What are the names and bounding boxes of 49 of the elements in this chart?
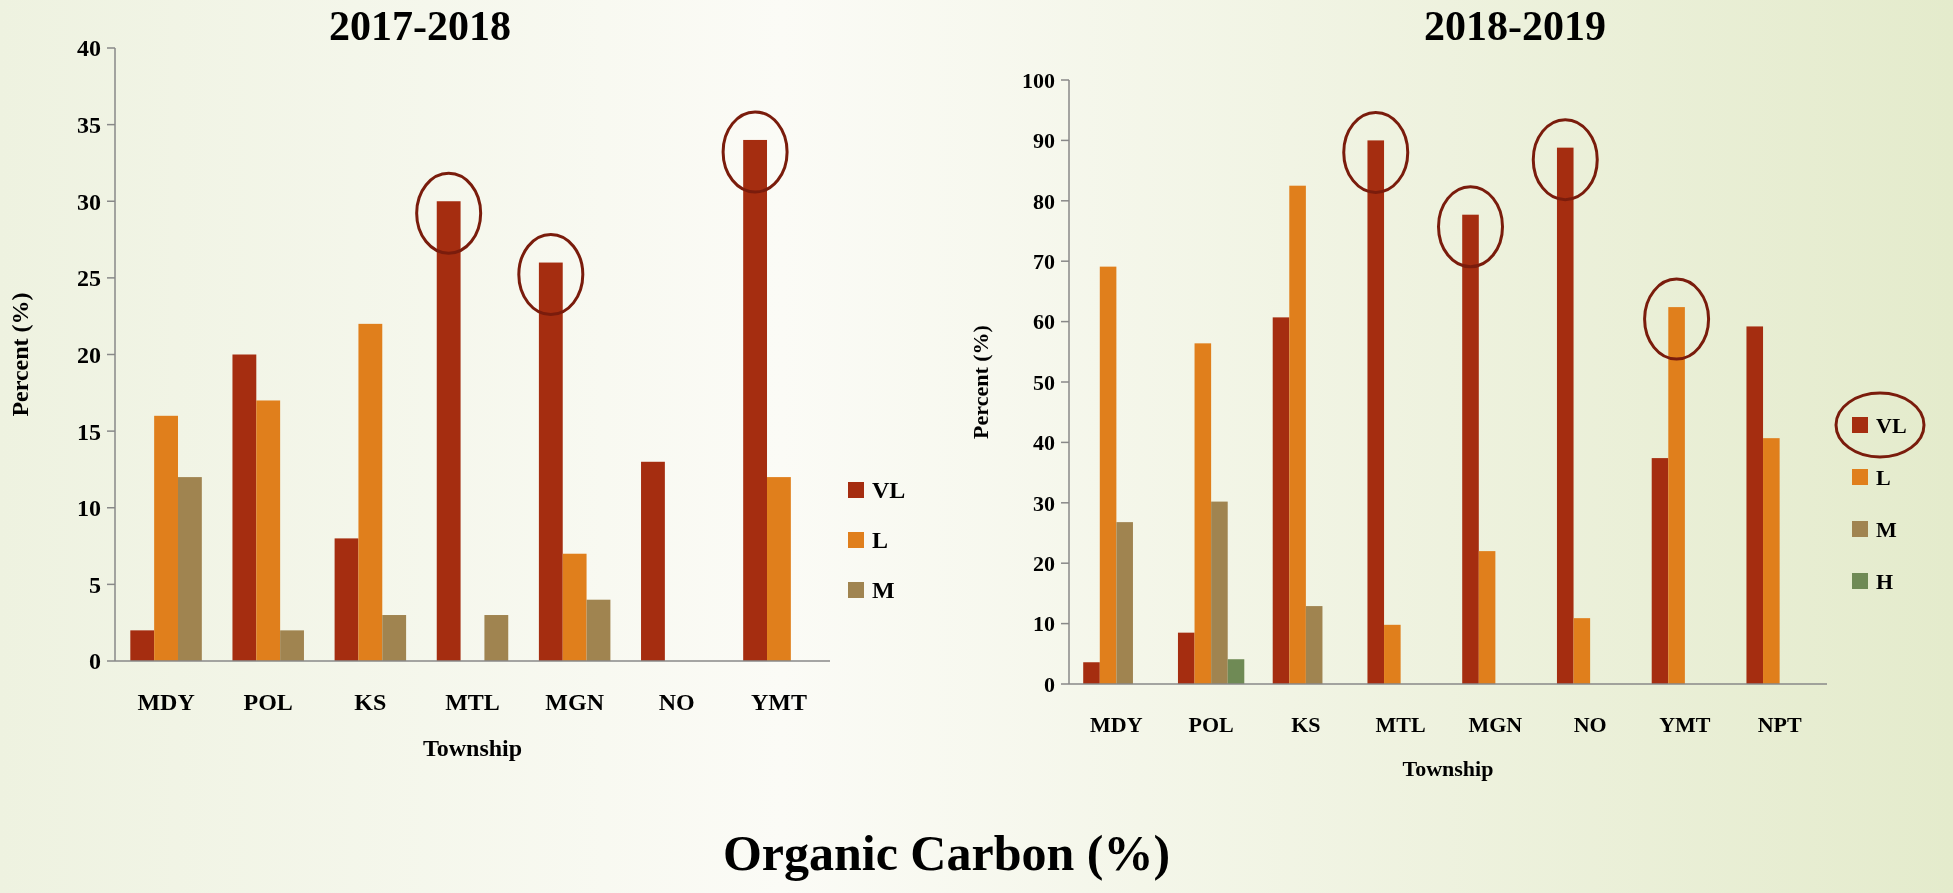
x-tick-label: POL: [243, 689, 293, 715]
y-tick-label: 40: [77, 35, 101, 62]
y-axis-title: Percent (%): [7, 292, 33, 417]
y-tick-label: 5: [89, 571, 101, 598]
y-tick-label: 40: [1033, 430, 1055, 456]
x-axis-title: Township: [1402, 756, 1494, 781]
x-tick-label: KS: [354, 689, 387, 715]
y-axis-title: Percent (%): [968, 325, 993, 439]
x-tick-label: MDY: [1090, 712, 1143, 737]
y-tick-label: 30: [77, 188, 101, 215]
y-tick-label: 30: [1033, 490, 1055, 516]
x-tick-label: NPT: [1757, 712, 1802, 737]
y-tick-label: 0: [1044, 671, 1055, 697]
text: Organic Carbon (%): [722, 825, 1171, 881]
y-tick-label: 50: [1033, 369, 1055, 395]
x-tick-label: NO: [1573, 712, 1607, 737]
y-tick-label: 35: [77, 112, 101, 139]
y-tick-label: 15: [77, 418, 101, 445]
legend-label: L: [872, 527, 889, 554]
x-tick-label: YMT: [1659, 712, 1711, 737]
x-tick-label: KS: [1291, 712, 1321, 737]
x-tick-label: MTL: [1375, 712, 1426, 737]
legend-label: M: [1876, 516, 1897, 542]
y-tick-label: 20: [1033, 550, 1055, 576]
y-tick-label: 90: [1033, 128, 1055, 154]
x-axis-title: Township: [422, 735, 523, 761]
legend-label: M: [872, 577, 895, 604]
x-tick-label: MGN: [1468, 712, 1523, 737]
x-tick-label: NO: [658, 689, 695, 715]
legend-label: VL: [872, 477, 906, 504]
y-tick-label: 70: [1033, 248, 1055, 274]
y-tick-label: 20: [77, 341, 101, 368]
y-tick-label: 80: [1033, 188, 1055, 214]
x-tick-label: POL: [1188, 712, 1234, 737]
y-tick-label: 60: [1033, 309, 1055, 335]
legend-label: L: [1876, 464, 1891, 490]
y-tick-label: 0: [89, 648, 101, 675]
x-tick-label: YMT: [750, 689, 807, 715]
y-tick-label: 100: [1022, 67, 1055, 93]
legend-label: H: [1876, 568, 1894, 594]
x-tick-label: MTL: [445, 689, 500, 715]
y-tick-label: 10: [77, 495, 101, 522]
legend-label: VL: [1876, 412, 1907, 438]
chart-title: 2017-2018: [329, 3, 511, 49]
chart-title: 2018-2019: [1424, 3, 1606, 49]
x-tick-label: MDY: [137, 689, 195, 715]
x-tick-label: MGN: [545, 689, 605, 715]
y-tick-label: 25: [77, 265, 101, 292]
y-tick-label: 10: [1033, 611, 1055, 637]
